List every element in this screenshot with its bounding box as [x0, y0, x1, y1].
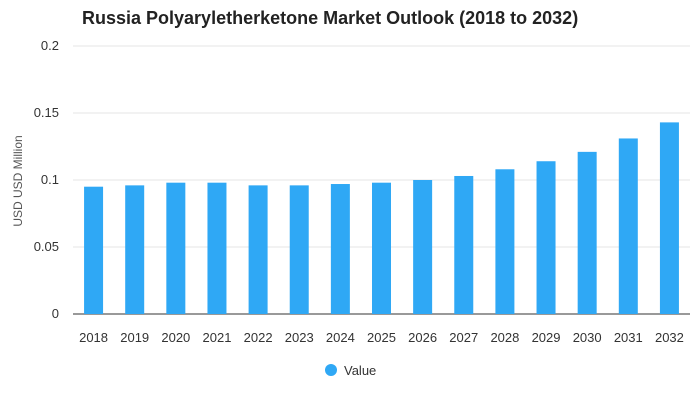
- x-tick-label: 2018: [79, 330, 108, 345]
- x-tick-label: 2022: [244, 330, 273, 345]
- bar-2018[interactable]: [84, 186, 104, 314]
- bar-2026[interactable]: [413, 180, 433, 314]
- x-tick-label: 2028: [490, 330, 519, 345]
- bar-2024[interactable]: [330, 184, 350, 314]
- x-tick-label: 2030: [573, 330, 602, 345]
- x-axis-ticks: 2018 2019 2020 2021 2022 2023 2024 2025 2026 2027…: [79, 330, 684, 345]
- x-tick-label: 2020: [161, 330, 190, 345]
- x-tick-label: 2026: [408, 330, 437, 345]
- bar-2027[interactable]: [454, 175, 474, 314]
- legend[interactable]: Value: [325, 363, 376, 378]
- y-tick-label: 0.2: [41, 38, 59, 53]
- legend-label-value: Value: [344, 363, 376, 378]
- y-axis-ticks: 0 0.05 0.1 0.15 0.2: [34, 38, 59, 321]
- x-tick-label: 2024: [326, 330, 355, 345]
- bar-2020[interactable]: [166, 182, 186, 314]
- bars: [84, 122, 679, 314]
- bar-2028[interactable]: [495, 169, 515, 314]
- y-tick-label: 0.1: [41, 172, 59, 187]
- bar-2031[interactable]: [618, 138, 638, 314]
- chart-title: Russia Polyaryletherketone Market Outloo…: [82, 8, 579, 28]
- bar-2025[interactable]: [372, 182, 391, 314]
- y-tick-label: 0.15: [34, 105, 59, 120]
- legend-marker-value: [325, 364, 337, 376]
- bar-2029[interactable]: [536, 161, 556, 314]
- x-tick-label: 2019: [120, 330, 149, 345]
- x-tick-label: 2027: [449, 330, 478, 345]
- x-tick-label: 2021: [203, 330, 232, 345]
- bar-2021[interactable]: [207, 182, 227, 314]
- bar-2022[interactable]: [248, 185, 268, 314]
- y-tick-label: 0: [52, 306, 59, 321]
- x-tick-label: 2025: [367, 330, 396, 345]
- x-tick-label: 2032: [655, 330, 684, 345]
- bar-2023[interactable]: [289, 185, 309, 314]
- bar-2032[interactable]: [659, 122, 679, 314]
- x-tick-label: 2023: [285, 330, 314, 345]
- y-tick-label: 0.05: [34, 239, 59, 254]
- x-tick-label: 2031: [614, 330, 643, 345]
- bar-2030[interactable]: [577, 151, 597, 314]
- x-tick-label: 2029: [532, 330, 561, 345]
- y-axis-title: USD USD Million: [11, 135, 25, 226]
- bar-2019[interactable]: [125, 185, 145, 314]
